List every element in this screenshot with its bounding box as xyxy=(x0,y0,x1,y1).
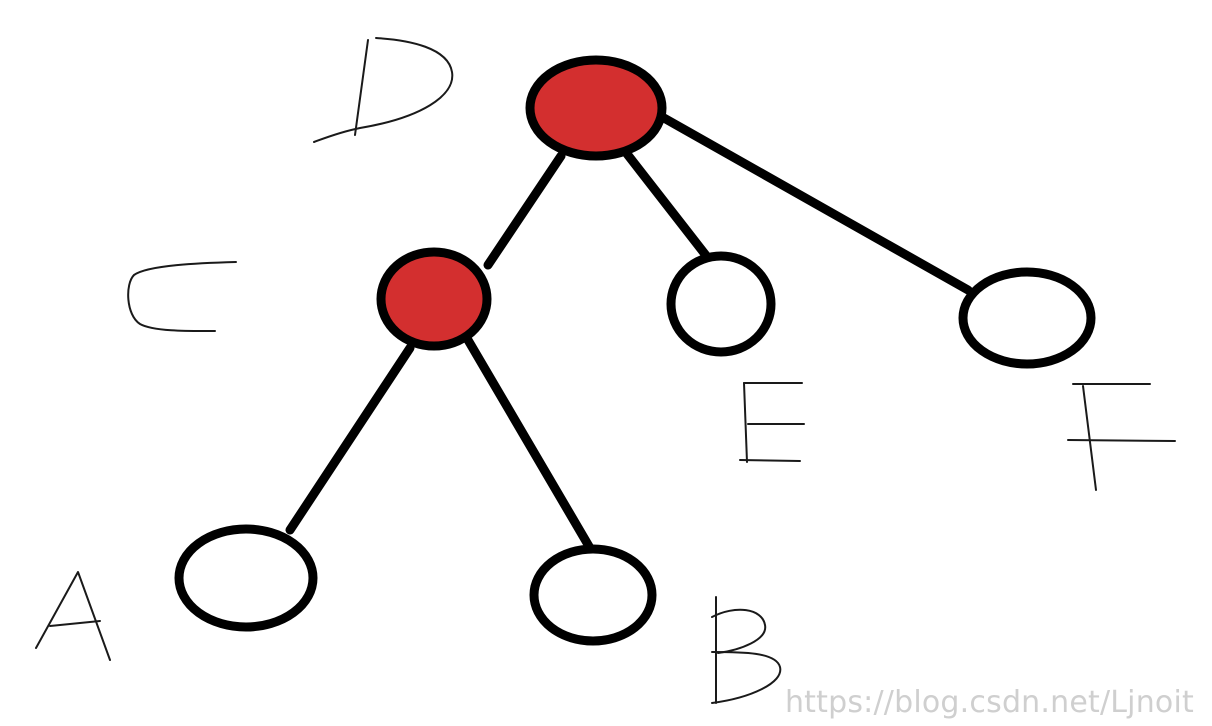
edge-D-F xyxy=(659,113,973,295)
label-A: A xyxy=(0,0,111,661)
label-F: F xyxy=(0,0,1176,491)
label-E-text: E xyxy=(0,0,1,1)
label-F-text: F xyxy=(0,0,1,1)
node-A xyxy=(174,524,318,632)
label-C-text: C xyxy=(0,0,1,1)
node-C xyxy=(376,247,492,351)
label-B: B xyxy=(0,0,782,704)
node-E xyxy=(666,251,776,357)
label-C: C xyxy=(0,0,237,333)
node-B xyxy=(529,544,657,646)
node-F xyxy=(958,267,1096,369)
label-A-text: A xyxy=(0,0,1,1)
label-B-text: B xyxy=(0,0,1,1)
label-E: E xyxy=(0,0,805,463)
node-D xyxy=(525,55,667,161)
edge-D-C xyxy=(483,151,566,270)
edge-C-A xyxy=(285,343,415,535)
label-D-text: D xyxy=(0,0,1,1)
edge-D-E xyxy=(619,145,713,263)
label-D: D xyxy=(0,0,454,143)
edge-C-B xyxy=(463,335,595,553)
watermark-text: https://blog.csdn.net/Ljnoit xyxy=(784,685,1194,720)
